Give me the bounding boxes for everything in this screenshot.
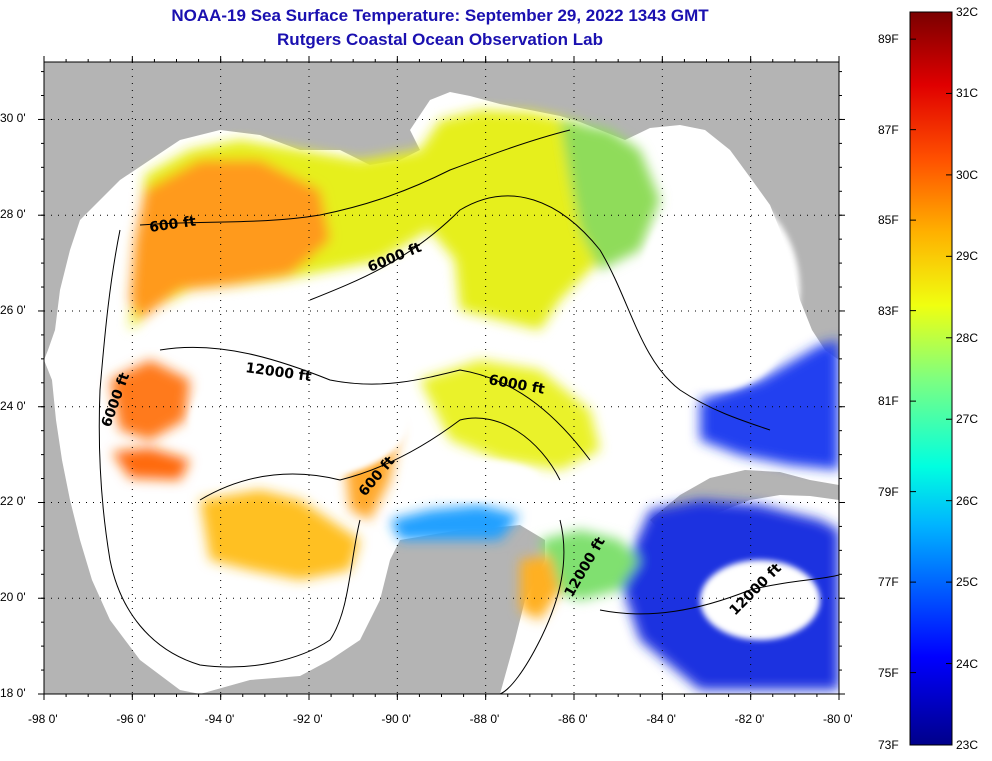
lon-tick-label: -88 0'	[469, 712, 500, 726]
colorbar-fahrenheit-label: 77F	[878, 575, 899, 590]
colorbar-celsius-label: 31C	[956, 86, 979, 101]
land-yucatan	[200, 525, 545, 694]
colorbar-fahrenheit-label: 73F	[878, 738, 899, 752]
colorbar-fahrenheit-label: 75F	[878, 665, 899, 680]
lat-tick-label: 24 0'	[0, 398, 26, 413]
sst-west-orange	[110, 360, 190, 440]
colorbar-fahrenheit-label: 79F	[878, 484, 899, 499]
graticule	[38, 56, 845, 700]
colorbar-fahrenheit-label: 89F	[878, 32, 899, 47]
colorbar-celsius-label: 27C	[956, 412, 979, 427]
colorbar-fahrenheit-label: 81F	[878, 394, 899, 409]
colorbar-celsius-label: 26C	[956, 493, 979, 508]
colorbar-fahrenheit-label: 83F	[878, 303, 899, 318]
lon-tick-label: -92 0'	[293, 712, 323, 726]
sst-central-band	[200, 490, 360, 580]
colorbar-ticks	[910, 11, 952, 746]
sst-yucatan-green	[540, 530, 640, 600]
lon-tick-label: -86 0'	[558, 712, 588, 726]
lat-tick-label: 30 0'	[0, 111, 26, 126]
land-us-gulf-coast	[44, 62, 839, 360]
lat-tick-label: 22 0'	[0, 494, 26, 509]
lat-tick-label: 26 0'	[0, 302, 26, 317]
sst-straits-blue	[700, 340, 839, 470]
colorbar-celsius-label: 32C	[956, 5, 979, 19]
colorbar-celsius-label: 28C	[956, 330, 979, 345]
sst-warm-texas	[130, 160, 330, 320]
contour-label: 600 ft	[148, 214, 197, 236]
lon-tick-label: -82 0'	[734, 712, 765, 726]
colorbar-celsius-label: 30C	[956, 167, 979, 182]
map-title: NOAA-19 Sea Surface Temperature: Septemb…	[171, 6, 709, 25]
lon-tick-label: -98 0'	[28, 712, 58, 726]
colorbar-celsius-label: 23C	[956, 738, 979, 752]
colorbar	[909, 11, 953, 746]
sst-central-yellow	[420, 360, 600, 470]
sst-yucatan-orange	[520, 555, 560, 620]
lat-tick-label: 20 0'	[0, 590, 26, 605]
lon-tick-label: -96 0'	[116, 712, 146, 726]
lon-tick-label: -94 0'	[204, 712, 235, 726]
lat-tick-label: 18 0'	[0, 686, 26, 700]
colorbar-fahrenheit-label: 85F	[878, 213, 899, 228]
map-subtitle: Rutgers Coastal Ocean Observation Lab	[277, 30, 603, 49]
lon-tick-label: -90 0'	[381, 712, 411, 726]
lon-tick-label: -80 0'	[823, 712, 853, 726]
colorbar-fahrenheit-label: 87F	[878, 122, 899, 137]
lat-tick-label: 28 0'	[0, 207, 26, 222]
sst-campeche-blue	[390, 505, 520, 540]
sst-west-orange-2	[112, 448, 190, 480]
colorbar-celsius-label: 24C	[956, 656, 979, 671]
lon-tick-label: -84 0'	[646, 712, 676, 726]
land-mexico-west	[44, 360, 200, 694]
colorbar-celsius-label: 29C	[956, 249, 979, 264]
colorbar-celsius-label: 25C	[956, 575, 979, 590]
